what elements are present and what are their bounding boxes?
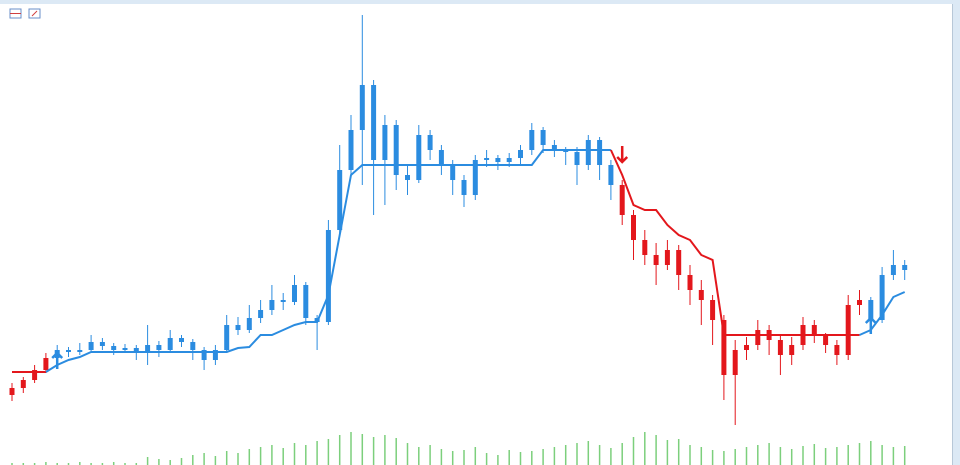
candle-body xyxy=(133,348,139,352)
candle-body xyxy=(246,318,252,330)
candle-body xyxy=(337,170,343,230)
candle-body xyxy=(292,285,297,302)
candle-body xyxy=(66,350,71,352)
candle-body xyxy=(585,140,591,165)
window-frame-top xyxy=(0,0,960,4)
buy-arrow xyxy=(864,316,877,334)
candle-body xyxy=(687,275,693,290)
candle-body xyxy=(111,346,117,350)
candle-body xyxy=(811,325,817,335)
candle-body xyxy=(902,265,908,270)
candle-body xyxy=(179,338,184,342)
candle-body xyxy=(145,345,151,352)
candle-body xyxy=(506,158,512,162)
candle-body xyxy=(857,300,862,305)
sell-arrow xyxy=(616,146,629,164)
candle-body xyxy=(461,180,467,195)
candle-body xyxy=(88,342,94,350)
candle-body xyxy=(20,380,26,388)
candle-body xyxy=(868,300,874,320)
candle-body xyxy=(664,250,670,265)
candle-body xyxy=(325,230,331,322)
plot-area xyxy=(9,15,908,465)
candle-body xyxy=(303,285,309,318)
candle-body xyxy=(393,125,399,175)
candle-body xyxy=(755,330,761,345)
candle-body xyxy=(551,145,557,150)
candle-body xyxy=(879,275,885,320)
candle-body xyxy=(540,130,546,145)
icon-line xyxy=(31,10,38,17)
candle-body xyxy=(619,185,625,215)
candle-body xyxy=(777,340,783,355)
candle-body xyxy=(348,130,354,170)
candle-body xyxy=(698,290,704,300)
candle-body xyxy=(721,320,727,375)
candle-body xyxy=(653,255,659,265)
trailing-stop-line xyxy=(859,291,906,336)
candle-body xyxy=(156,345,162,350)
candle-body xyxy=(608,165,614,185)
trailing-stop-line xyxy=(609,149,860,336)
candle-body xyxy=(99,342,105,346)
candle-body xyxy=(744,345,749,350)
candle-body xyxy=(597,140,603,165)
candle-body xyxy=(43,358,49,370)
candle-body xyxy=(676,250,682,275)
candle-body xyxy=(732,350,738,375)
candle-body xyxy=(371,85,377,160)
candle-body xyxy=(32,370,38,380)
toolbar-icons[interactable] xyxy=(9,8,41,19)
candle-body xyxy=(529,130,535,150)
candle-body xyxy=(212,350,218,360)
candle-body xyxy=(382,125,388,160)
candle-body xyxy=(484,158,490,160)
candle-body xyxy=(438,150,444,165)
candle-body xyxy=(789,345,795,355)
candle-body xyxy=(201,350,207,360)
candle-body xyxy=(642,240,648,255)
candle-body xyxy=(416,135,422,180)
trailing-stop-line xyxy=(45,149,611,373)
candle-body xyxy=(190,342,196,350)
candle-body xyxy=(269,300,275,310)
candle-body xyxy=(359,85,365,130)
window-frame-right xyxy=(953,0,960,465)
candle-body xyxy=(845,305,851,355)
candle-body xyxy=(890,265,896,275)
candle-body xyxy=(834,345,840,355)
candle-body xyxy=(9,388,15,395)
candle-body xyxy=(631,215,636,240)
candle-body xyxy=(122,348,128,350)
candle-body xyxy=(167,338,173,350)
candle-body xyxy=(235,325,241,330)
candle-body xyxy=(405,175,410,180)
buy-arrow xyxy=(51,351,64,369)
candle-body xyxy=(77,350,83,352)
candle-body xyxy=(450,165,456,180)
candle-body xyxy=(258,310,264,318)
candle-body xyxy=(518,150,523,158)
candle-body xyxy=(823,335,829,345)
candle-body xyxy=(280,300,286,302)
candle-body xyxy=(710,300,716,320)
candle-body xyxy=(495,158,501,162)
candle-body xyxy=(472,160,478,195)
candle-body xyxy=(224,325,230,350)
candle-body xyxy=(574,152,580,165)
candle-body xyxy=(427,135,433,150)
